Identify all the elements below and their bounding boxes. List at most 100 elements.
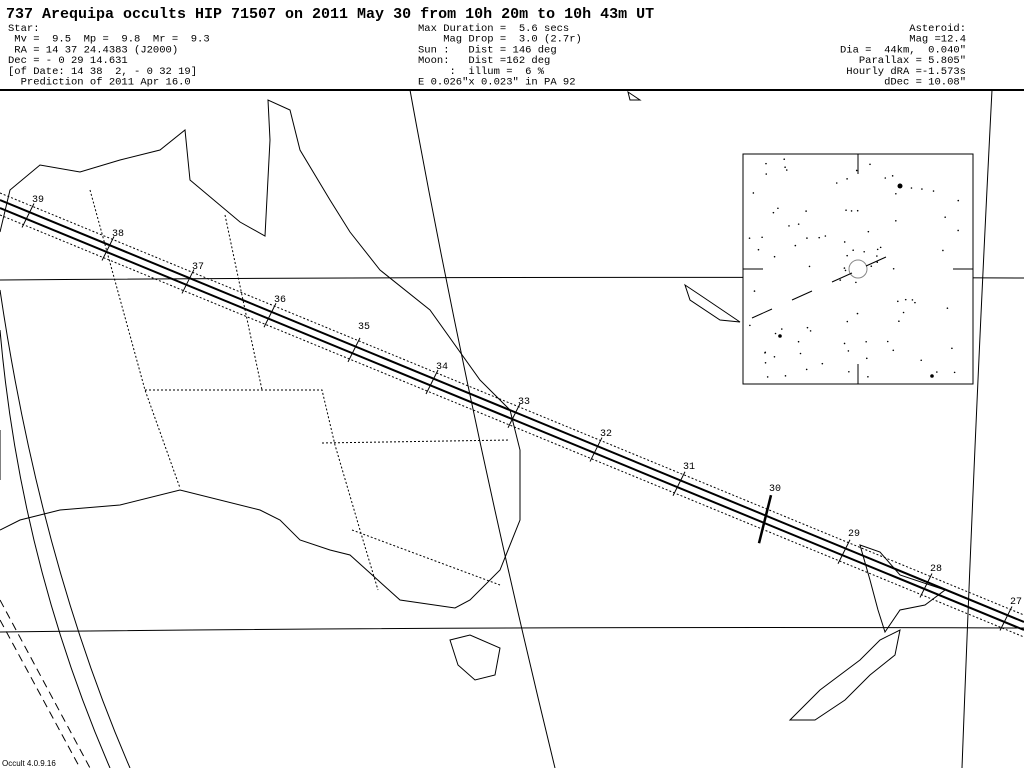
star-dot [850,210,853,212]
path-time-label: 33 [518,397,530,408]
star-dot [818,236,821,239]
star-dot [920,359,923,362]
star-dot [761,236,763,239]
star-dot [910,187,913,189]
asteroid-line: Asteroid: [909,23,966,35]
star-dot [855,281,857,284]
path-time-label: 36 [274,295,286,306]
star-dot [846,254,848,257]
star-dot [895,219,897,222]
star-dot [824,235,827,237]
time-tick [181,269,195,294]
star-dot [843,342,846,345]
star-dot [773,255,776,258]
star-info: Star: Mv = 9.5 Mp = 9.8 Mr = 9.3 RA = 14… [8,23,210,89]
time-tick [757,494,773,544]
star-dot [784,375,787,377]
path-time-label: 28 [930,564,942,575]
star-dot [794,244,797,247]
asteroid-line: Mag =12.4 [909,34,966,46]
star-dot [886,340,889,343]
asteroid-line: dDec = 10.08" [884,77,966,89]
asteroid-line: Dia = 44km, 0.040" [840,44,966,56]
star-dot [898,320,900,322]
star-dot [846,178,848,180]
star-dot [892,267,895,270]
event-line: E 0.026"x 0.023" in PA 92 [418,77,576,89]
star-line: [of Date: 14 38 2, - 0 32 19] [8,66,197,78]
star-chart-inset [742,153,974,385]
star-dot [876,261,879,263]
star-dot [821,362,824,365]
star-dot [856,209,859,212]
path-time-label: 34 [436,362,448,373]
star-dot [847,350,850,352]
star-dot [752,192,755,194]
star-dot [839,279,842,281]
star-dot [891,175,894,177]
star-line: Star: [8,23,40,35]
star-dot [797,223,800,225]
time-tick [589,437,603,462]
path-time-label: 27 [1010,597,1022,608]
path-time-label: 39 [32,195,44,206]
star-dot [765,162,767,165]
star-dot [765,173,768,175]
path-time-label: 32 [600,429,612,440]
star-dot [772,211,775,214]
star-dot [957,199,960,202]
star-dot [766,376,769,378]
star-dot [921,188,923,190]
star-line: Dec = - 0 29 14.631 [8,55,128,67]
path-time-label: 31 [683,462,695,473]
star-dot [753,290,756,292]
star-dot [946,307,949,309]
star-dot [852,249,854,252]
time-tick [425,369,439,395]
time-tick [347,337,361,363]
event-line: : illum = 6 % [418,66,545,78]
star-dot [773,355,776,358]
star-dot [876,248,879,251]
star-dot [876,255,878,257]
time-tick [837,539,851,564]
star-dot [844,269,847,272]
event-line: Mag Drop = 3.0 (2.7r) [418,34,582,46]
asteroid-line: Parallax = 5.805" [859,55,966,67]
star-dot [932,190,935,192]
time-tick [919,573,933,598]
time-tick [101,236,115,261]
star-dot [870,265,873,267]
event-line: Moon: Dist =162 deg [418,55,550,67]
event-line: Max Duration = 5.6 secs [418,23,569,35]
state-borders [89,189,511,591]
star-dot [848,370,850,373]
star-dot [902,311,905,314]
time-ticks: 39 38 37 36 35 34 33 32 31 30 29 28 27 [21,195,1022,631]
star-dot [784,166,786,169]
star-dot [748,237,751,239]
star-dot [865,340,867,343]
star-dot [749,324,751,327]
star-dot [806,237,808,239]
star-dot [895,192,897,195]
star-dot [957,229,959,232]
star-dot [942,249,944,252]
star-line: RA = 14 37 24.4383 (J2000) [8,44,178,56]
star-dot [809,330,812,332]
star-dot [757,248,760,251]
time-tick [672,471,686,496]
star-dot [914,301,916,304]
star-dot [869,163,871,166]
event-line: Sun : Dist = 146 deg [418,44,557,56]
star-dot [785,169,788,171]
footer: Occult 4.0.9.16 [2,759,56,768]
star-dot [799,352,802,355]
star-dot [805,210,807,212]
star-dot [867,230,870,233]
star-line: Mv = 9.5 Mp = 9.8 Mr = 9.3 [8,34,210,46]
star-dot [808,265,811,268]
star-dot [806,326,809,329]
